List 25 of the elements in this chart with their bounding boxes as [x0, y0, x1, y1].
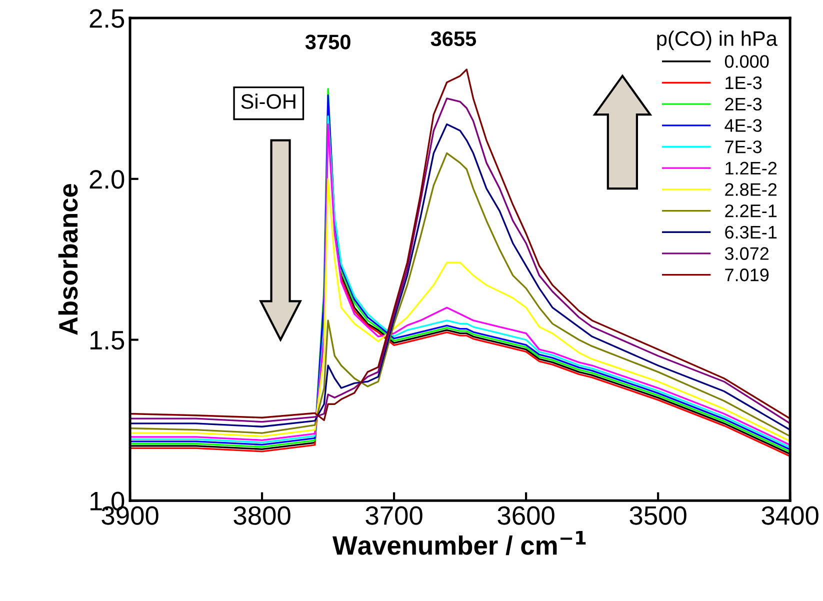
legend-label: 3.072: [724, 247, 769, 260]
y-axis-title: Absorbance: [58, 184, 78, 335]
legend-label: 1.2E-2: [726, 162, 777, 174]
x-tick-label: 3400: [762, 506, 818, 525]
legend-label: 2.2E-1: [725, 204, 777, 218]
y-tick-label: 1.5: [90, 331, 124, 350]
y-tick-label: 2.0: [90, 170, 124, 189]
legend-label: 2E-3: [725, 98, 762, 111]
x-axis-title: Wavenumber / cm$^{−1}$: [332, 531, 586, 556]
x-tick-label: 3800: [234, 506, 290, 525]
x-tick-label: 3700: [366, 506, 422, 525]
x-tick-label: 3500: [630, 506, 686, 525]
legend-label: 2.8E-2: [725, 183, 777, 196]
annotation: 3750: [305, 34, 350, 50]
legend-label: 7.019: [725, 268, 769, 282]
annotation: Si-OH: [241, 94, 296, 109]
legend-title: p(CO) in hPa: [657, 30, 778, 50]
legend-label: 0.000: [724, 55, 769, 68]
legend-label: 7E-3: [725, 140, 762, 154]
y-tick-label: 2.5: [90, 9, 124, 28]
x-tick-label: 3600: [498, 506, 554, 525]
legend-label: 6.3E-1: [725, 226, 777, 239]
legend-label: 1E-3: [726, 76, 762, 90]
annotation: 3655: [430, 31, 476, 46]
legend-label: 4E-3: [724, 119, 762, 132]
